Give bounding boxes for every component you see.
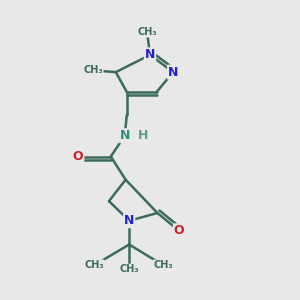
Text: CH₃: CH₃ <box>83 65 103 75</box>
Text: N: N <box>119 129 130 142</box>
Text: N: N <box>168 66 178 79</box>
Text: H: H <box>138 129 148 142</box>
Text: N: N <box>124 214 134 227</box>
Text: CH₃: CH₃ <box>154 260 173 270</box>
Text: CH₃: CH₃ <box>119 265 139 275</box>
Text: CH₃: CH₃ <box>137 27 157 37</box>
Text: CH₃: CH₃ <box>84 260 104 270</box>
Text: O: O <box>174 224 184 237</box>
Text: O: O <box>73 150 83 163</box>
Text: N: N <box>145 48 155 62</box>
